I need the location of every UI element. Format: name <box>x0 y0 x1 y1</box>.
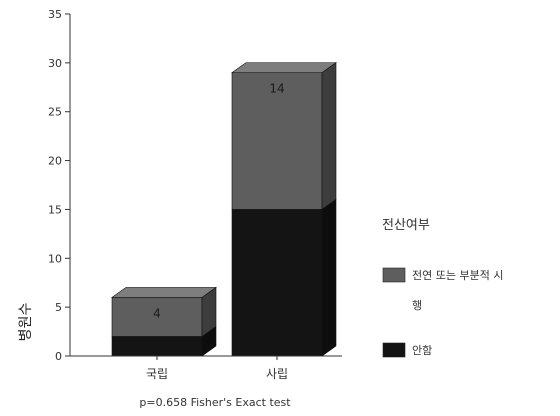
legend: 전산여부 전연 또는 부분적 시 행 안함 <box>382 218 503 358</box>
legend-label-fully-or-partially-implemented-line2: 행 <box>412 299 422 312</box>
bar-segment-implemented <box>111 297 203 337</box>
y-tick-label: 35 <box>48 8 62 21</box>
legend-title: 전산여부 <box>382 218 430 233</box>
bar-segment-not-implemented <box>231 209 323 357</box>
bar-segment-side-not-implemented <box>321 198 337 357</box>
x-category-label: 사립 <box>266 367 288 381</box>
data-label: 14 <box>269 82 284 96</box>
y-axis: 0 5 10 15 20 25 30 35 국립 사립 <box>48 8 342 381</box>
bars <box>111 62 337 357</box>
statistical-test-note: p=0.658 Fisher's Exact test <box>139 396 291 409</box>
legend-swatch-not-implemented <box>382 342 406 358</box>
y-tick-label: 5 <box>55 301 62 314</box>
bar-top-face <box>231 62 337 73</box>
y-axis-title: 병원수 <box>18 303 34 342</box>
data-labels: 4 14 <box>153 82 284 321</box>
bar-segment-not-implemented <box>111 336 203 357</box>
y-tick-label: 20 <box>48 155 62 168</box>
bar-top-face <box>111 287 217 298</box>
y-tick-label: 15 <box>48 203 62 216</box>
x-category-label: 국립 <box>146 367 168 381</box>
legend-label-fully-or-partially-implemented: 전연 또는 부분적 시 <box>412 269 503 282</box>
y-tick-label: 30 <box>48 57 62 70</box>
y-tick-label: 25 <box>48 106 62 119</box>
data-label: 4 <box>153 306 161 320</box>
bar-segment-side-implemented <box>321 62 337 211</box>
legend-label-not-implemented: 안함 <box>412 344 432 357</box>
legend-swatch-fully-or-partially-implemented <box>382 267 406 283</box>
y-tick-label: 0 <box>55 350 62 363</box>
y-tick-label: 10 <box>48 252 62 265</box>
